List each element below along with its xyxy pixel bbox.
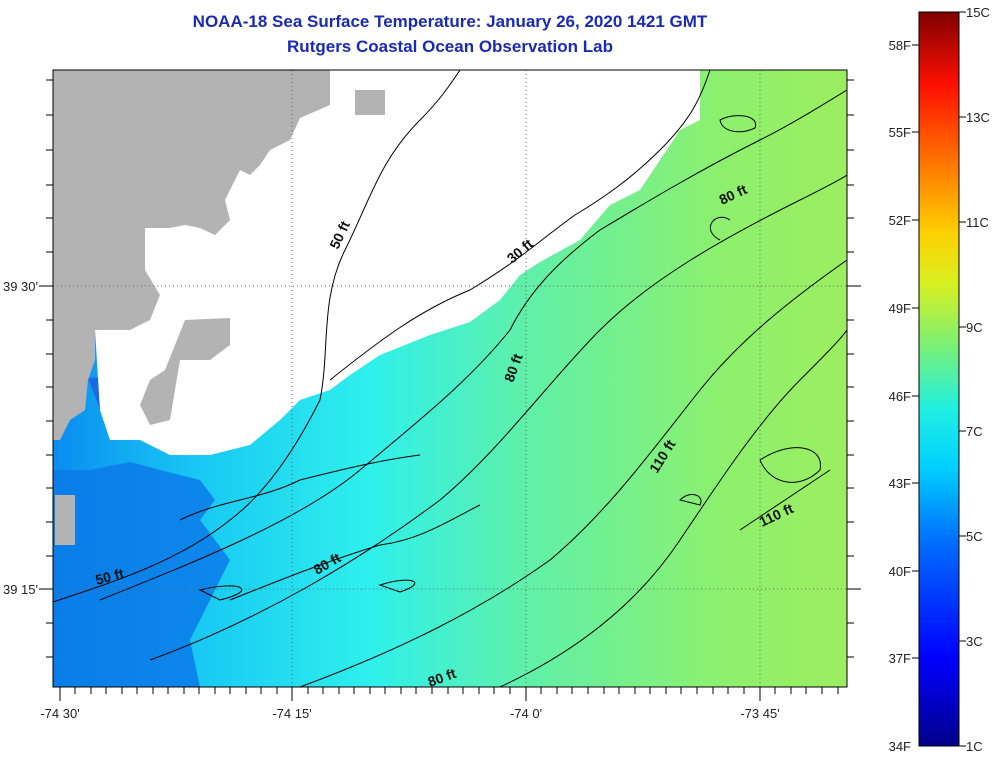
colorbar-c-label: 13C xyxy=(966,110,990,125)
colorbar-c-label: 1C xyxy=(966,739,983,754)
y-tick-label: 39 30' xyxy=(3,279,38,294)
map-title: NOAA-18 Sea Surface Temperature: January… xyxy=(192,12,708,31)
map-frame xyxy=(52,69,848,688)
axis-ticks xyxy=(39,79,861,701)
land-patch xyxy=(355,90,385,115)
colorbar-c-label: 7C xyxy=(966,424,983,439)
colorbar-c-label: 5C xyxy=(966,529,983,544)
colorbar-c-label: 9C xyxy=(966,320,983,335)
colorbar-c-label: 11C xyxy=(966,215,989,230)
colorbar-c-label: 15C xyxy=(966,5,990,20)
land-peninsula xyxy=(140,318,230,425)
graticule xyxy=(53,70,847,687)
x-tick-label: -74 15' xyxy=(272,706,311,721)
colorbar-gradient xyxy=(918,11,960,747)
bathymetry-contours xyxy=(53,70,847,687)
colorbar-f-label: 55F xyxy=(889,125,911,140)
x-tick-label: -74 0' xyxy=(510,706,542,721)
colorbar-f-label: 49F xyxy=(889,301,911,316)
y-tick-label: 39 15' xyxy=(3,582,38,597)
colorbar-f-label: 46F xyxy=(889,389,911,404)
land-mass xyxy=(53,70,330,440)
colorbar-f-label: 34F xyxy=(889,739,911,754)
map-plot-area xyxy=(53,70,847,687)
colorbar-f-label: 40F xyxy=(889,564,911,579)
land-islet xyxy=(55,495,75,545)
colorbar-f-label: 43F xyxy=(889,476,911,491)
colorbar-c-label: 3C xyxy=(966,634,983,649)
x-tick-label: -73 45' xyxy=(740,706,779,721)
colorbar-f-label: 52F xyxy=(889,213,911,228)
temperature-colorbar: 58F 55F 52F 49F 46F 43F 40F 37F 34F 15C … xyxy=(889,5,990,754)
colorbar-f-label: 58F xyxy=(889,38,911,53)
cold-coastal-water xyxy=(53,462,230,687)
contour-label: 50 ft xyxy=(94,565,126,588)
x-tick-label: -74 30' xyxy=(40,706,79,721)
colorbar-f-label: 37F xyxy=(889,651,911,666)
map-subtitle: Rutgers Coastal Ocean Observation Lab xyxy=(287,37,613,56)
